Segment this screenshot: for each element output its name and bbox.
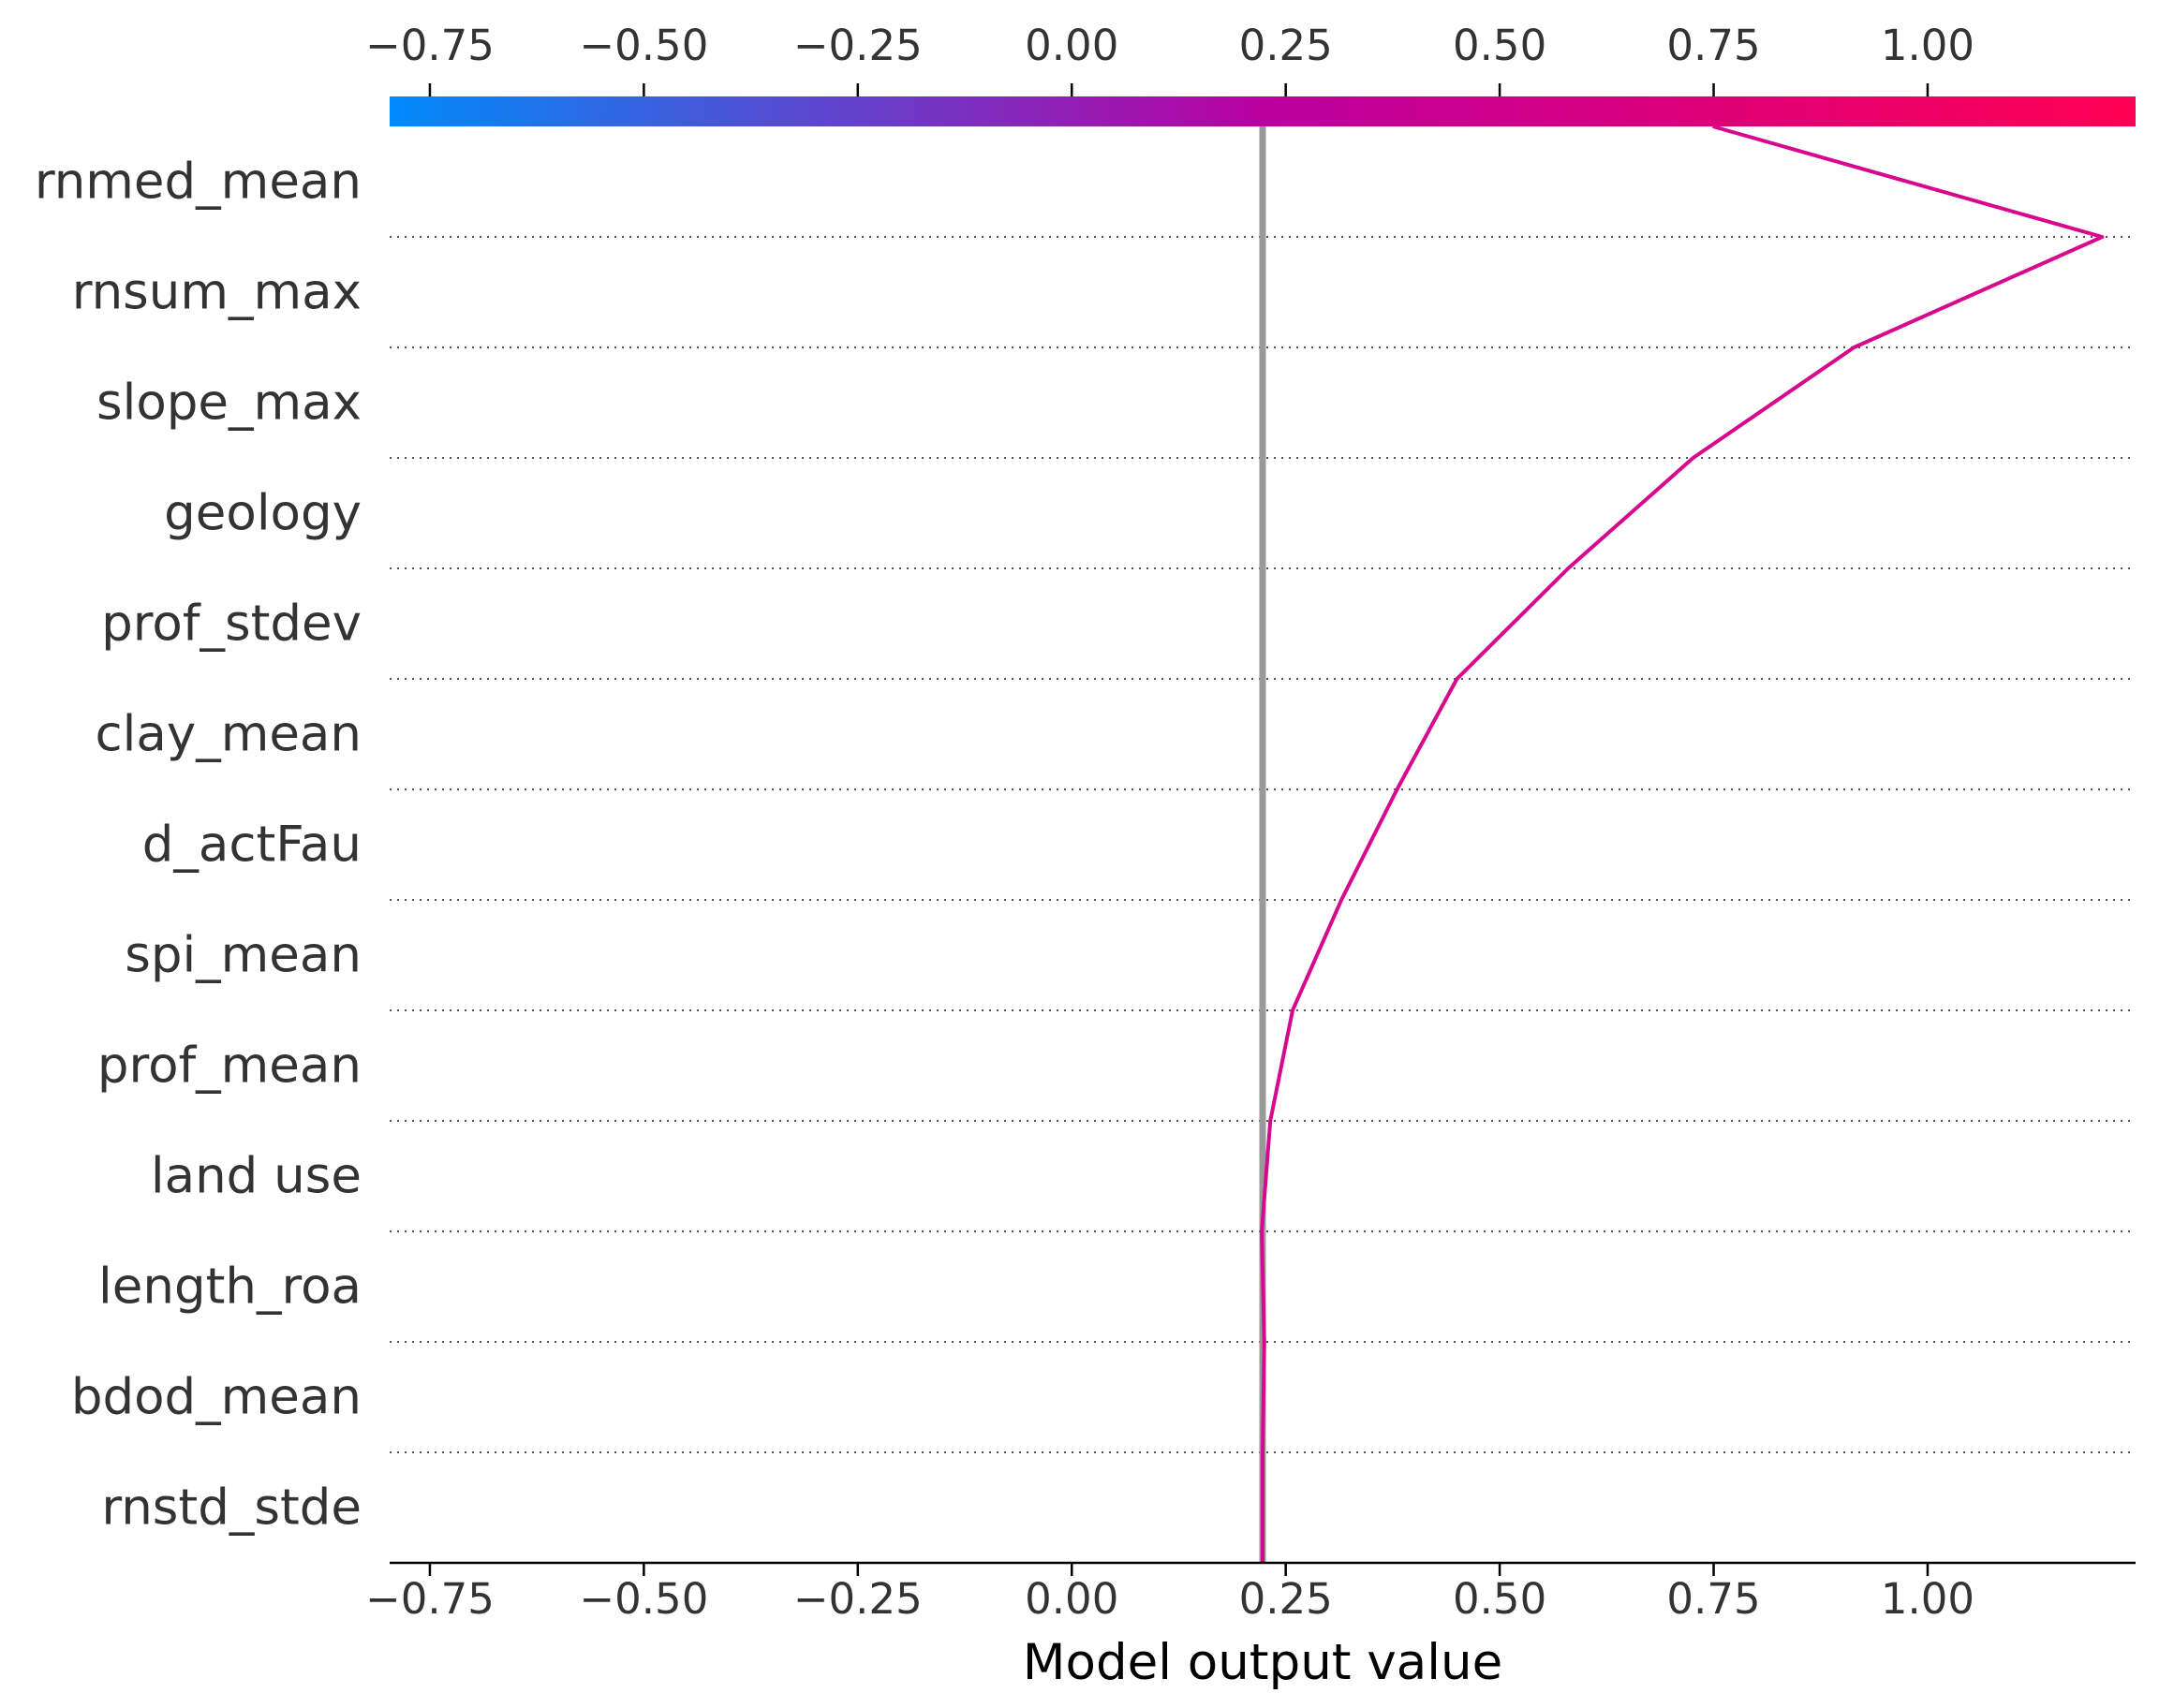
- x-axis-title: Model output value: [1023, 1634, 1502, 1691]
- colorbar-tick-label: 0.00: [1025, 21, 1118, 70]
- feature-label: prof_mean: [97, 1038, 362, 1095]
- feature-label: bdod_mean: [71, 1369, 362, 1426]
- feature-label: geology: [164, 485, 362, 542]
- feature-label: rnmed_mean: [35, 154, 362, 211]
- feature-label: prof_stdev: [101, 596, 362, 653]
- x-tick-label: 1.00: [1881, 1574, 1974, 1624]
- feature-label: length_roa: [98, 1259, 362, 1316]
- feature-label: land use: [151, 1148, 362, 1205]
- feature-label: slope_max: [96, 375, 362, 432]
- x-tick-label: −0.75: [365, 1574, 495, 1624]
- colorbar: [390, 96, 2136, 126]
- x-tick-label: 0.25: [1239, 1574, 1333, 1624]
- colorbar-tick-label: −0.50: [579, 21, 708, 70]
- colorbar-gradient: [390, 96, 2136, 126]
- decision-line: [1260, 125, 2105, 1563]
- x-tick-label: 0.00: [1025, 1574, 1118, 1624]
- feature-label: spi_mean: [125, 927, 362, 984]
- x-tick-label: −0.50: [579, 1574, 708, 1624]
- colorbar-tick-label: 1.00: [1881, 21, 1974, 70]
- colorbar-tick-label: 0.75: [1666, 21, 1760, 70]
- colorbar-tick-label: 0.25: [1239, 21, 1333, 70]
- grid-lines: [390, 236, 2136, 1453]
- colorbar-tick-label: −0.25: [793, 21, 923, 70]
- x-axis: −0.75 −0.50 −0.25 0.00 0.25 0.50 0.75 1.00: [365, 1561, 2136, 1624]
- colorbar-ticks: −0.75 −0.50 −0.25 0.00 0.25 0.50 0.75 1.00: [365, 21, 1974, 96]
- feature-label: rnsum_max: [72, 264, 362, 321]
- feature-label: rnstd_stde: [101, 1480, 362, 1537]
- colorbar-tick-label: 0.50: [1453, 21, 1546, 70]
- feature-label: d_actFau: [142, 817, 362, 874]
- x-tick-label: 0.75: [1666, 1574, 1760, 1624]
- x-tick-label: 0.50: [1453, 1574, 1546, 1624]
- x-tick-label: −0.25: [793, 1574, 923, 1624]
- colorbar-tick-label: −0.75: [365, 21, 495, 70]
- feature-label: clay_mean: [95, 706, 362, 763]
- decision-path: [1260, 125, 2105, 1563]
